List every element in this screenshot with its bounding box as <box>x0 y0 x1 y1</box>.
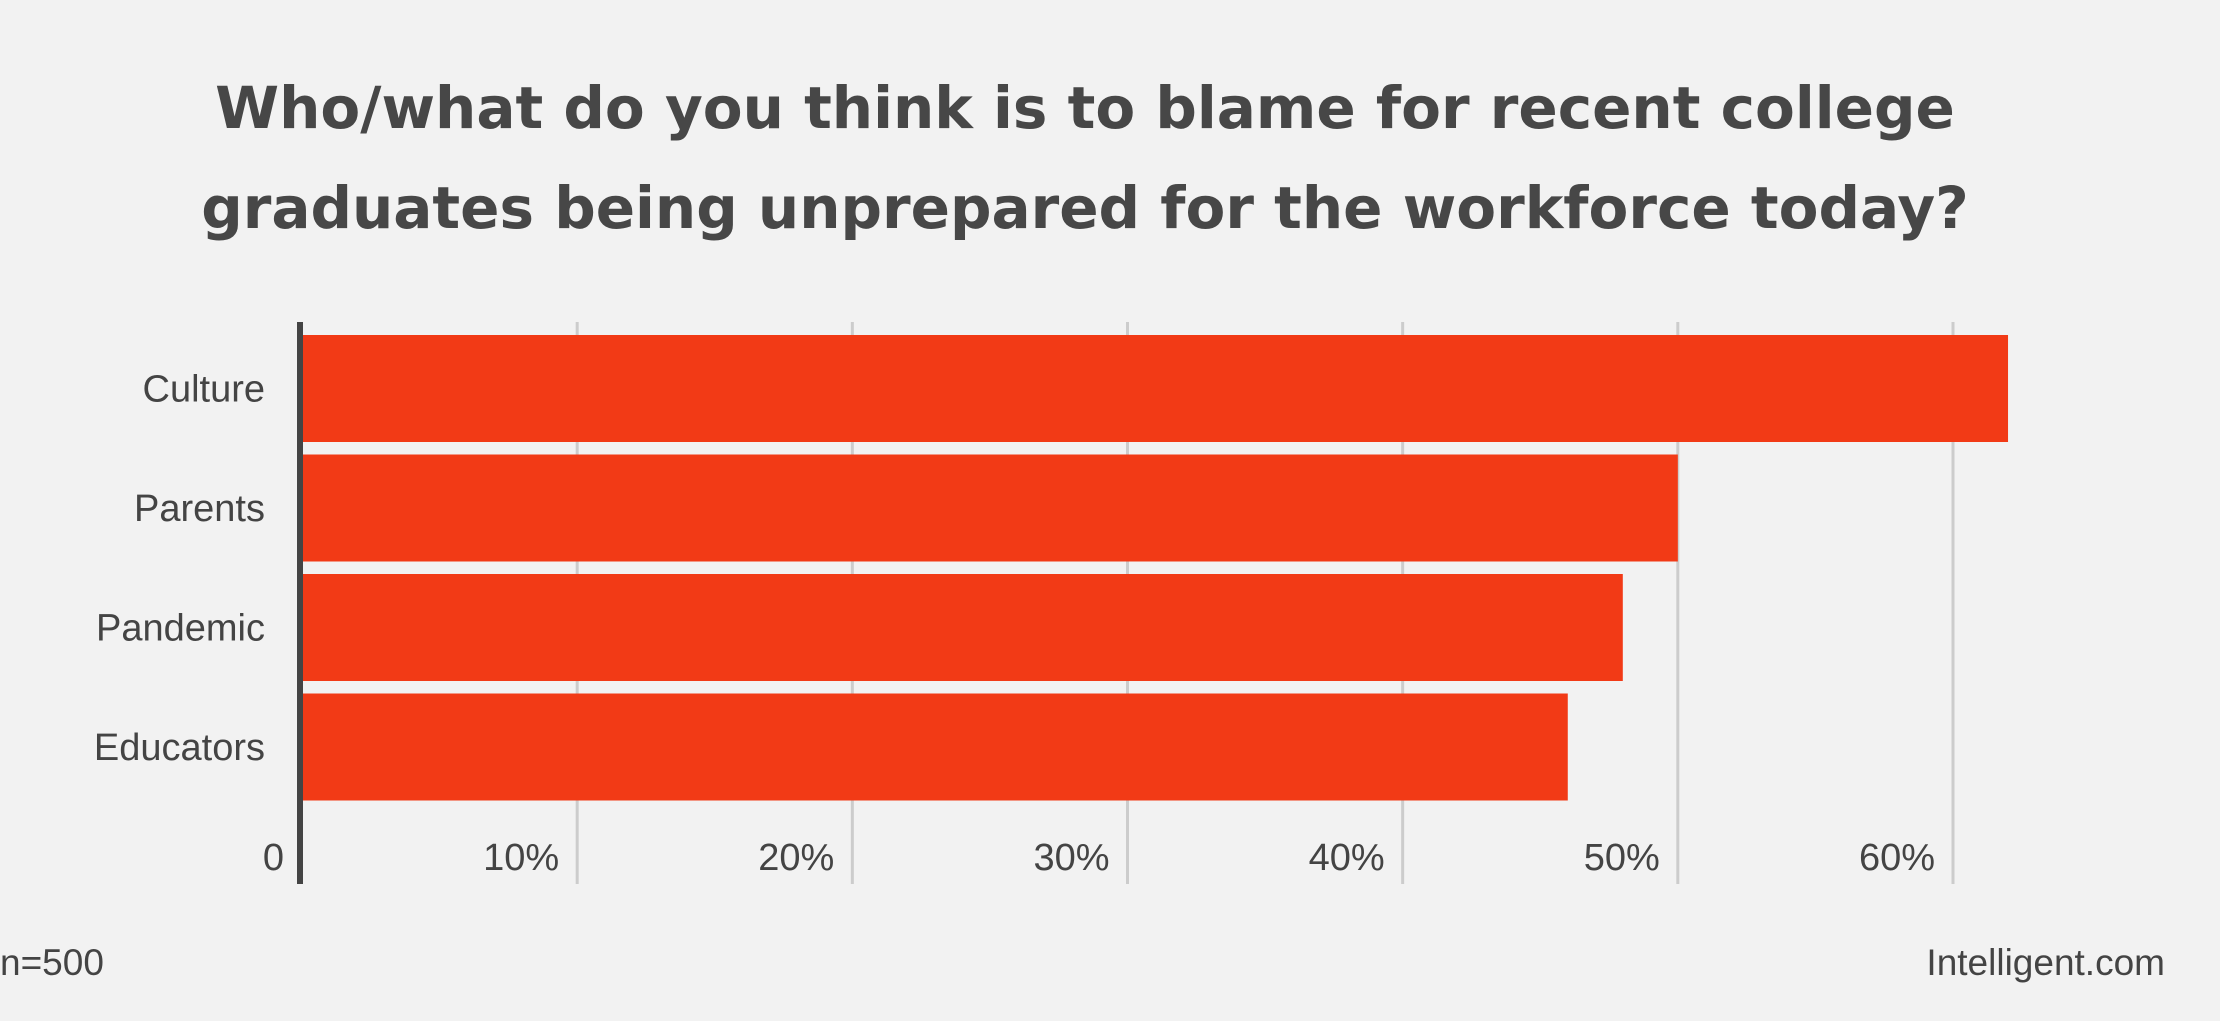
tick-label-60: 60% <box>1859 837 1935 879</box>
tick-label-50: 50% <box>1584 837 1660 879</box>
chart-title-line-2: graduates being unprepared for the workf… <box>201 174 1969 242</box>
bar-parents <box>302 454 1678 562</box>
chart-title-line-1: Who/what do you think is to blame for re… <box>215 74 1955 142</box>
bar-pandemic <box>302 574 1623 681</box>
bars <box>302 335 2009 801</box>
bar-educators <box>302 693 1568 801</box>
bar-culture <box>302 335 2009 442</box>
chart-title: Who/what do you think is to blame for re… <box>0 58 2170 258</box>
category-label-parents: Parents <box>134 488 265 530</box>
sample-size-note: n=500 <box>0 942 104 983</box>
tick-label-20: 20% <box>758 837 834 879</box>
category-labels: Culture Parents Pandemic Educators <box>94 369 265 770</box>
source-credit: Intelligent.com <box>1926 942 2165 983</box>
tick-label-10: 10% <box>483 837 559 879</box>
tick-label-0: 0 <box>263 837 284 879</box>
category-label-pandemic: Pandemic <box>96 608 265 650</box>
category-label-culture: Culture <box>143 369 266 411</box>
category-label-educators: Educators <box>94 727 265 769</box>
tick-label-40: 40% <box>1309 837 1385 879</box>
tick-label-30: 30% <box>1033 837 1109 879</box>
tick-labels: 0 10% 20% 30% 40% 50% 60% <box>263 837 1935 879</box>
